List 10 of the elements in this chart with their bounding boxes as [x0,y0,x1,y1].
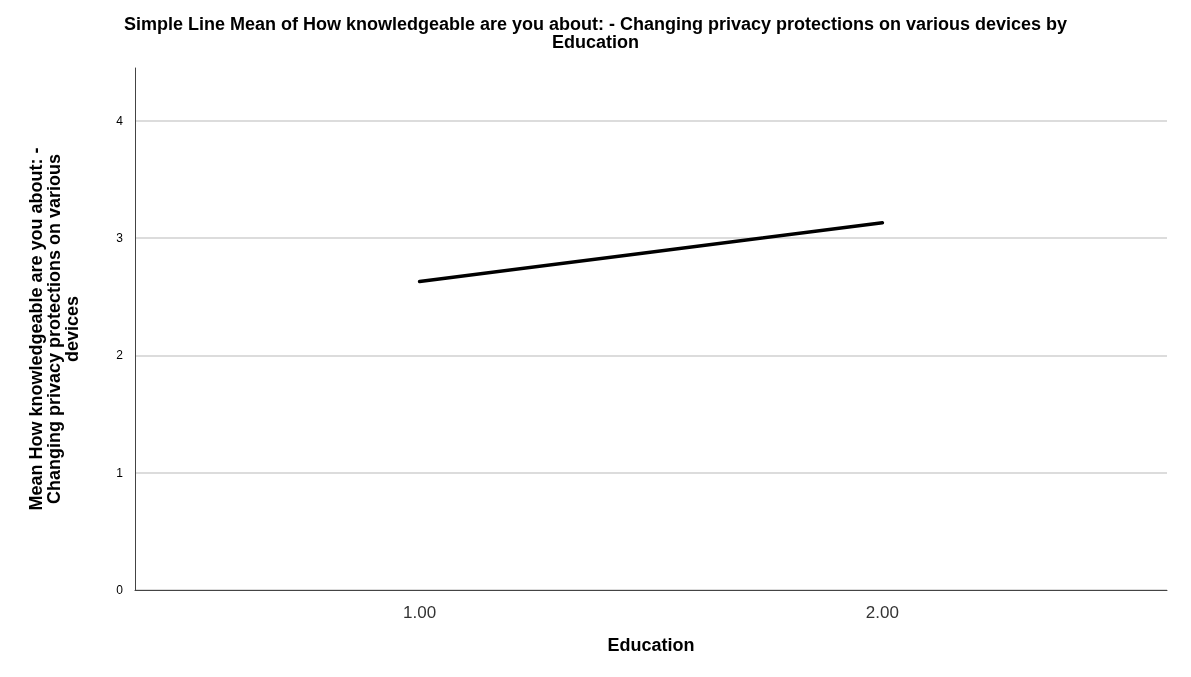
x-tick-label: 1.00 [403,603,437,622]
y-tick-label: 3 [116,231,124,246]
y-tick-label: 2 [116,348,124,363]
y-axis-title: Mean How knowledgeable are you about: - Changing privacy protections on various devices [26,147,82,511]
y-tick-label: 1 [116,465,124,480]
chart-title: Simple Line Mean of How knowledgeable are you about: - Changing privacy protections on various devices by Education [123,14,1068,52]
x-tick-label: 2.00 [865,603,899,622]
y-tick-label: 0 [116,583,124,597]
y-tick-label: 4 [116,113,124,128]
x-axis-title: Education [607,635,695,655]
